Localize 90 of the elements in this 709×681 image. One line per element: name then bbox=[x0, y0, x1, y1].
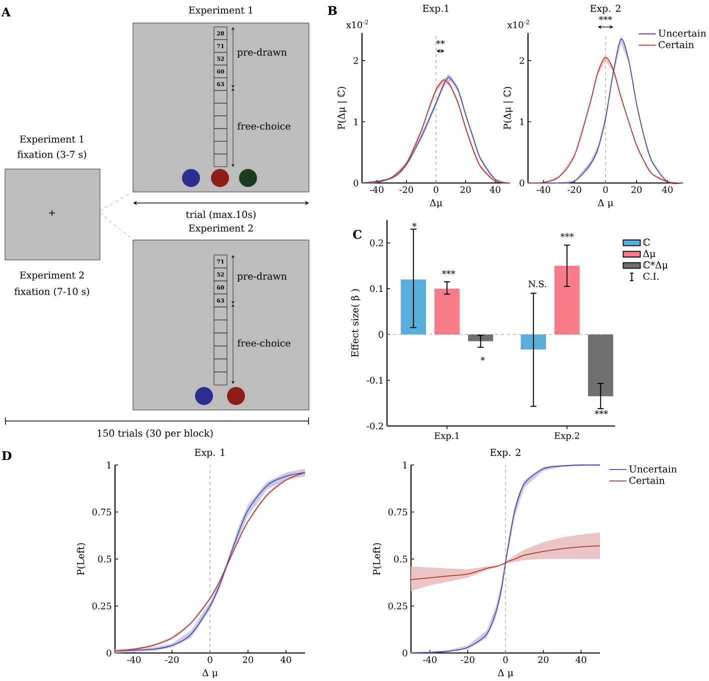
y-tick-label: 0.75 bbox=[92, 508, 112, 516]
x-tick-label: -40 bbox=[423, 656, 437, 664]
x-tick-label: 0 bbox=[434, 186, 438, 193]
y-axis-title: Effect size( β ) bbox=[351, 289, 360, 357]
y-axis-title: P(Left) bbox=[372, 543, 382, 576]
y-tick-label: 0.25 bbox=[92, 602, 112, 610]
y-tick-label: 0.25 bbox=[388, 602, 408, 610]
annotation: *** bbox=[442, 270, 456, 274]
text: fixation (7-10 s) bbox=[14, 288, 90, 296]
text: Experiment 2 bbox=[20, 271, 84, 281]
y-tick-label: -0.2 bbox=[366, 422, 383, 430]
text: B bbox=[328, 6, 337, 15]
y-tick-label: 0 bbox=[402, 650, 408, 656]
text: Experiment 1 bbox=[20, 135, 84, 145]
x-tick-label: -20 bbox=[568, 186, 582, 193]
x-tick-label: 40 bbox=[280, 656, 292, 664]
annotation: ** bbox=[436, 40, 445, 44]
legend-label: Δμ bbox=[643, 250, 656, 259]
y-tick-label: 1 bbox=[107, 462, 111, 468]
y-tick-label: 1 bbox=[354, 118, 358, 126]
y-tick-label: 0.5 bbox=[394, 556, 408, 562]
y-tick-label: 0.1 bbox=[370, 285, 383, 292]
text: *** bbox=[598, 16, 612, 20]
x-tick-label: 20 bbox=[242, 656, 254, 664]
text: Experiment 2 bbox=[188, 224, 253, 234]
text: C.I. bbox=[643, 272, 659, 280]
text: Experiment 1 bbox=[188, 6, 252, 16]
x-axis-title: Δμ bbox=[430, 199, 442, 208]
text: pre-drawn bbox=[237, 48, 287, 58]
legend-label: ℂ bbox=[643, 238, 650, 246]
y-tick-label: -0.1 bbox=[366, 376, 383, 384]
y-tick-label: 1 bbox=[520, 118, 524, 126]
x-tick-label: Exp.2 bbox=[554, 432, 580, 441]
x-tick-label: -20 bbox=[460, 656, 474, 664]
y-tick-label: 0.5 bbox=[98, 556, 112, 562]
text: A bbox=[1, 8, 11, 16]
legend-label: ℂ*Δμ bbox=[643, 261, 668, 270]
x-tick-label: 20 bbox=[631, 186, 642, 193]
chart-title: Exp. 1 bbox=[194, 448, 224, 458]
x-axis-title: Δ μ bbox=[202, 669, 218, 678]
annotation: *** bbox=[560, 233, 574, 238]
legend-label: Certain bbox=[629, 476, 665, 484]
x-tick-label: 40 bbox=[662, 186, 673, 193]
x-tick-label: 0 bbox=[503, 656, 508, 664]
y-axis-title: P(Δμ | ℂ) bbox=[503, 86, 513, 130]
y-tick-label: 0.75 bbox=[388, 508, 408, 516]
x-tick-label: 20 bbox=[460, 186, 471, 193]
y-tick-label: 0.2 bbox=[370, 239, 383, 246]
x-axis-title: Δ μ bbox=[598, 199, 614, 208]
y-tick-label: 0 bbox=[354, 180, 358, 186]
chart-title: Exp. 2 bbox=[490, 448, 520, 458]
legend-label: Uncertain bbox=[658, 30, 706, 37]
x-tick-label: -20 bbox=[165, 656, 179, 664]
text: x10$^{-2}$ bbox=[346, 20, 368, 28]
text: fixation (3-7 s) bbox=[18, 150, 86, 160]
text: D bbox=[2, 451, 12, 460]
x-tick-label: 0 bbox=[208, 656, 212, 664]
y-tick-label: 2 bbox=[354, 57, 358, 64]
annotation: *** bbox=[594, 410, 608, 414]
text: 150 trials (30 per block) bbox=[98, 429, 213, 439]
legend-label: Uncertain bbox=[629, 465, 677, 473]
y-tick-label: 0 bbox=[520, 180, 524, 186]
y-axis-title: P(Δμ | ℂ) bbox=[337, 86, 347, 130]
text: trial (max.10s) bbox=[186, 210, 256, 220]
x-tick-label: 0 bbox=[603, 186, 608, 193]
text: free-choice bbox=[238, 339, 290, 347]
chart-title: Exp. 2 bbox=[590, 4, 620, 14]
text: pre-drawn bbox=[237, 272, 287, 282]
text: x10$^{-2}$ bbox=[507, 20, 530, 28]
x-tick-label: -40 bbox=[127, 656, 141, 664]
chart-title: Exp.1 bbox=[422, 4, 448, 14]
y-axis-title: P(Left) bbox=[76, 543, 86, 576]
text: free-choice bbox=[238, 122, 290, 130]
y-tick-label: 1 bbox=[403, 462, 407, 468]
text: C bbox=[353, 230, 362, 239]
annotation: * bbox=[412, 222, 416, 227]
x-tick-label: 40 bbox=[490, 186, 500, 193]
x-tick-label: 20 bbox=[538, 656, 548, 664]
y-tick-label: 2 bbox=[520, 57, 524, 64]
text: + bbox=[49, 210, 55, 216]
x-tick-label: 40 bbox=[576, 656, 586, 664]
annotation: N.S. bbox=[528, 280, 546, 288]
x-tick-label: -40 bbox=[370, 186, 384, 193]
x-tick-label: -20 bbox=[400, 186, 414, 193]
y-tick-label: 0 bbox=[106, 650, 112, 656]
annotation: * bbox=[480, 356, 485, 361]
legend-label: Certain bbox=[658, 41, 694, 48]
y-tick-label: 0 bbox=[378, 331, 384, 338]
x-tick-label: -40 bbox=[536, 186, 550, 193]
x-axis-title: Δ μ bbox=[498, 669, 514, 678]
